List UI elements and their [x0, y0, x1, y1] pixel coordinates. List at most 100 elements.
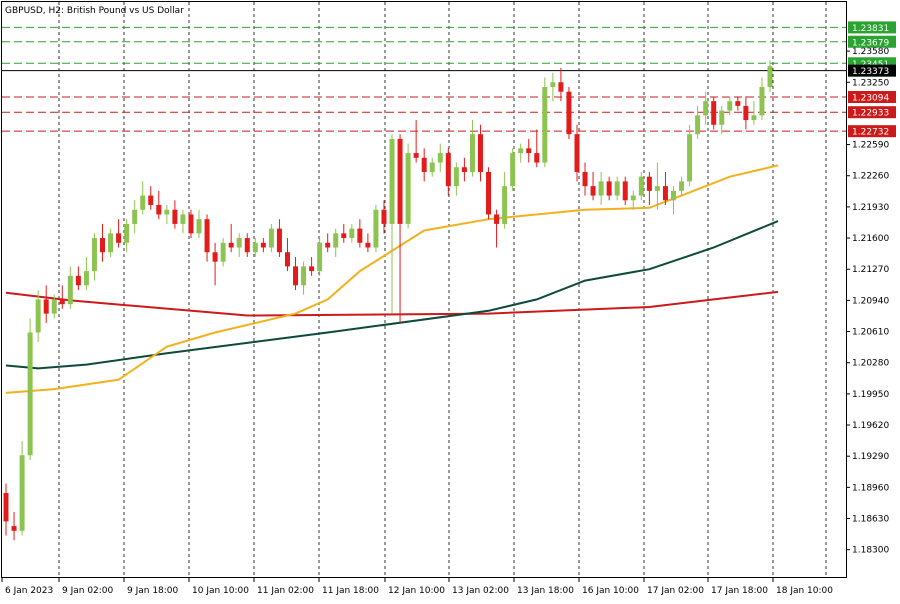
candle [606, 176, 612, 201]
x-tick-label: 13 Jan 02:00 [452, 586, 509, 596]
y-tick-label: 1.21600 [852, 234, 889, 244]
candle [518, 143, 524, 163]
candle [260, 238, 266, 253]
candle [140, 181, 146, 215]
candle-body [11, 526, 17, 531]
candle [3, 483, 9, 536]
y-tick-label: 1.22590 [852, 141, 889, 151]
candle [35, 290, 41, 342]
candle-body [711, 101, 717, 125]
candle [124, 219, 130, 253]
current-price-label: 1.23373 [852, 67, 889, 77]
y-tick-label: 1.18960 [852, 483, 889, 493]
y-tick-label: 1.20940 [852, 296, 889, 306]
candle [566, 86, 572, 139]
chart-title: GBPUSD, H2: British Pound vs US Dollar [5, 6, 184, 16]
x-tick-label: 16 Jan 10:00 [582, 586, 639, 596]
candle [276, 219, 282, 257]
candle [116, 219, 122, 248]
candle [67, 266, 73, 309]
candle [43, 285, 49, 324]
candle-body [212, 252, 218, 262]
candle [662, 171, 668, 206]
candle-body [703, 101, 709, 116]
candle-body [333, 233, 339, 248]
candle-body [132, 209, 138, 224]
candle-body [534, 153, 540, 163]
candle-body [566, 91, 572, 135]
x-tick-label: 11 Jan 18:00 [322, 586, 379, 596]
y-tick-label: 1.23580 [852, 47, 889, 57]
candle-body [445, 153, 451, 187]
candle-body [35, 299, 41, 333]
y-tick-label: 1.20280 [852, 359, 889, 369]
candle [654, 162, 660, 210]
candle-body [67, 275, 73, 305]
candle [397, 134, 403, 324]
candle-body [453, 167, 459, 187]
candle-body [510, 153, 516, 187]
candle [558, 68, 564, 102]
x-tick-label: 17 Jan 18:00 [711, 586, 768, 596]
candle-body [164, 209, 170, 215]
candle [751, 101, 757, 125]
candle [767, 60, 773, 92]
candle-body [518, 148, 524, 154]
candle [598, 171, 604, 206]
candle-body [204, 219, 210, 253]
x-tick-label: 18 Jan 10:00 [776, 586, 833, 596]
candle-body [614, 181, 620, 196]
candle [453, 162, 459, 196]
support-level-tag [848, 106, 896, 119]
candle-body [51, 299, 57, 314]
candle [301, 261, 307, 295]
candle-body [687, 134, 693, 182]
candle-body [27, 332, 33, 456]
candle [719, 105, 725, 135]
candle [373, 205, 379, 253]
candle [687, 124, 693, 187]
candle-body [196, 219, 202, 234]
candle [365, 233, 371, 253]
candle [212, 242, 218, 286]
candle-body [494, 214, 500, 224]
candle-body [405, 153, 411, 224]
candle [711, 96, 717, 130]
candle [309, 256, 315, 276]
candle-body [662, 186, 668, 201]
candles-layer [3, 60, 773, 541]
candle [510, 148, 516, 191]
candle-body [116, 233, 122, 243]
candle [550, 72, 556, 102]
support-level-tag [848, 125, 896, 138]
y-tick-label: 1.19290 [852, 452, 889, 462]
moving-average-fast [5, 164, 779, 394]
resistance-level-tag [848, 35, 896, 48]
candle [743, 96, 749, 130]
resistance-level-tag [848, 21, 896, 34]
candle [293, 256, 299, 290]
candle [164, 205, 170, 224]
candle-body [349, 228, 355, 239]
candle-body [582, 171, 588, 187]
candle-body [228, 242, 234, 248]
candle [236, 233, 242, 257]
candle-body [276, 228, 282, 253]
candle-body [83, 271, 89, 286]
candle-body [751, 115, 757, 121]
candle [727, 96, 733, 116]
candle [228, 223, 234, 253]
candle-body [606, 181, 612, 196]
y-tick-label: 1.18630 [852, 515, 889, 525]
x-tick-label: 12 Jan 10:00 [388, 586, 445, 596]
candle-body [325, 242, 331, 248]
candle-body [341, 233, 347, 239]
candle [252, 238, 258, 257]
candle [679, 176, 685, 196]
x-tick-label: 11 Jan 02:00 [257, 586, 314, 596]
x-tick-label: 6 Jan 2023 [5, 586, 53, 596]
candle-body [526, 148, 532, 154]
